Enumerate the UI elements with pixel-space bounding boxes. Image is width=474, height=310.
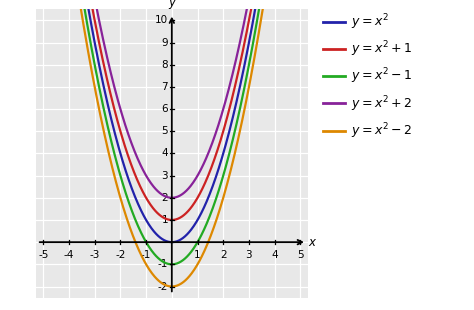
Text: 7: 7: [161, 82, 168, 92]
Text: 8: 8: [161, 60, 168, 70]
Text: 2: 2: [161, 193, 168, 203]
Text: -2: -2: [157, 281, 168, 291]
Text: -4: -4: [64, 250, 74, 260]
Text: 5: 5: [297, 250, 304, 260]
Text: 3: 3: [246, 250, 252, 260]
Text: 4: 4: [161, 148, 168, 158]
Text: 10: 10: [155, 16, 168, 25]
Text: -5: -5: [38, 250, 48, 260]
Text: -1: -1: [141, 250, 151, 260]
Text: -3: -3: [90, 250, 100, 260]
Text: 3: 3: [161, 170, 168, 181]
Text: 1: 1: [161, 215, 168, 225]
Text: 2: 2: [220, 250, 227, 260]
Text: 9: 9: [161, 38, 168, 47]
Text: y: y: [168, 0, 175, 9]
Text: 4: 4: [271, 250, 278, 260]
Text: x: x: [309, 236, 316, 249]
Text: 5: 5: [161, 126, 168, 136]
Text: 6: 6: [161, 104, 168, 114]
Text: 1: 1: [194, 250, 201, 260]
Legend: $y = x^2$, $y = x^2+1$, $y = x^2-1$, $y = x^2+2$, $y = x^2-2$: $y = x^2$, $y = x^2+1$, $y = x^2-1$, $y …: [322, 13, 412, 141]
Text: -2: -2: [115, 250, 126, 260]
Text: -1: -1: [157, 259, 168, 269]
